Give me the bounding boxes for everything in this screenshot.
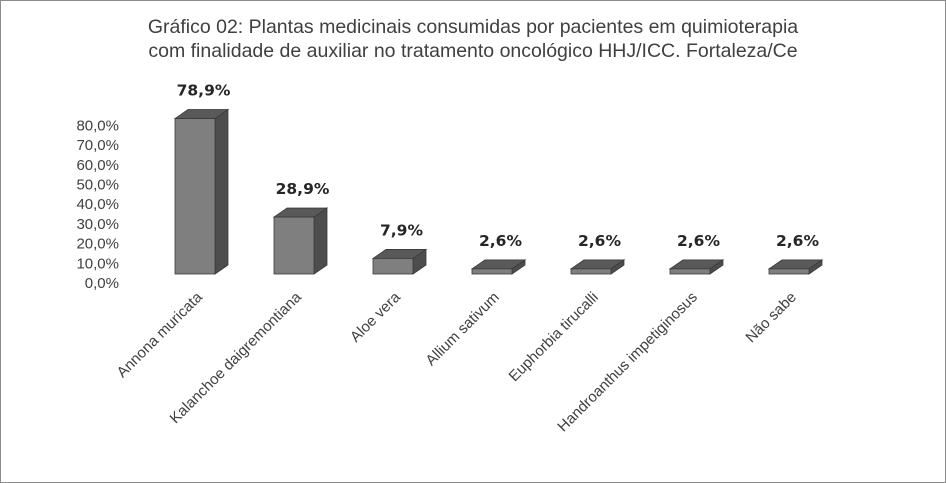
chart-title: Gráfico 02: Plantas medicinais consumida… — [0, 15, 946, 63]
bar-front-face — [174, 118, 216, 275]
category-label: Aloe vera — [347, 288, 404, 345]
y-tick-label: 60,0% — [76, 157, 119, 174]
bar — [470, 259, 527, 275]
y-tick-label: 50,0% — [76, 177, 119, 194]
data-label: 2,6% — [677, 232, 720, 250]
bar-front-face — [768, 268, 810, 275]
bar — [767, 259, 824, 275]
category-label: Allium sativum — [422, 289, 502, 369]
bar-side-face — [214, 108, 229, 275]
chart-title-line-2: com finalidade de auxiliar no tratamento… — [148, 40, 798, 62]
bar-front-face — [570, 268, 612, 275]
category-label: Annona muricata — [114, 288, 207, 381]
y-tick-label: 80,0% — [76, 117, 119, 134]
data-label: 2,6% — [776, 232, 819, 250]
category-label: Euphorbia tirucalli — [505, 289, 601, 385]
data-label: 2,6% — [479, 232, 522, 250]
bar-front-face — [471, 268, 513, 275]
bar-front-face — [372, 258, 414, 275]
data-label: 2,6% — [578, 232, 621, 250]
y-tick-label: 0,0% — [85, 275, 119, 292]
bar — [668, 259, 725, 275]
data-label: 28,9% — [276, 180, 330, 198]
bar — [272, 207, 329, 275]
y-tick-label: 70,0% — [76, 137, 119, 154]
bar-side-face — [313, 207, 328, 275]
y-tick-label: 40,0% — [76, 196, 119, 213]
y-tick-label: 10,0% — [76, 255, 119, 272]
data-label: 7,9% — [380, 221, 423, 239]
category-label: Não sabe — [742, 289, 799, 346]
chart-title-line-1: Gráfico 02: Plantas medicinais consumida… — [147, 16, 799, 38]
bar-front-face — [669, 268, 711, 275]
bar — [569, 259, 626, 275]
y-tick-label: 30,0% — [76, 216, 119, 233]
bar-front-face — [273, 216, 315, 275]
y-tick-label: 20,0% — [76, 236, 119, 253]
data-label: 78,9% — [177, 82, 231, 100]
bar — [173, 108, 230, 275]
bar — [371, 248, 428, 275]
